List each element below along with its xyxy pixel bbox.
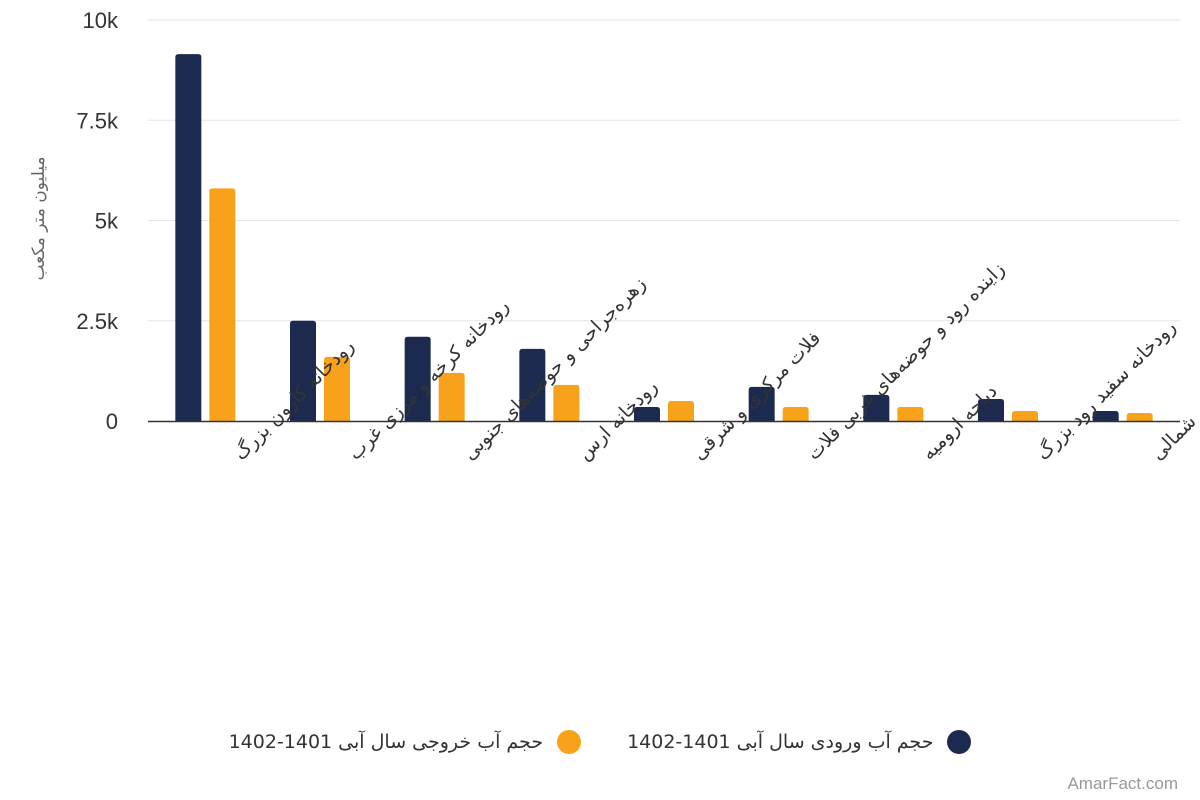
y-tick-label: 0 xyxy=(106,409,118,434)
y-tick-label: 2.5k xyxy=(76,309,119,334)
bar-inflow[interactable] xyxy=(1092,410,1119,421)
bar-outflow[interactable] xyxy=(782,406,809,421)
x-tick-label: زاینده رود و حوضه‌های غربی فلات xyxy=(803,258,1009,464)
bar-outflow[interactable] xyxy=(897,406,924,421)
bar-outflow[interactable] xyxy=(1012,410,1038,421)
x-tick-label: فلات مرکزی و شرقی xyxy=(688,327,825,464)
bar-inflow[interactable] xyxy=(404,336,431,421)
legend: حجم آب ورودی سال آبی 1401-1402 حجم آب خر… xyxy=(0,722,1200,762)
bar-inflow[interactable] xyxy=(863,394,890,421)
bars xyxy=(175,54,1153,422)
credit-text[interactable]: AmarFact.com xyxy=(1067,774,1178,793)
legend-marker-inflow xyxy=(947,730,972,754)
bar-outflow[interactable] xyxy=(438,372,465,421)
legend-label-inflow: حجم آب ورودی سال آبی 1401-1402 xyxy=(627,731,934,753)
bar-inflow[interactable] xyxy=(519,348,546,421)
y-axis: 0 2.5k 5k 7.5k 10k xyxy=(76,8,119,434)
y-tick-label: 7.5k xyxy=(76,108,119,133)
bar-inflow[interactable] xyxy=(175,54,202,422)
y-tick-label: 5k xyxy=(95,209,119,234)
bar-inflow[interactable] xyxy=(634,406,660,421)
bar-inflow[interactable] xyxy=(290,320,316,421)
bar-inflow[interactable] xyxy=(978,398,1004,421)
y-axis-label: میلیون متر مکعب xyxy=(29,156,49,280)
bar-outflow[interactable] xyxy=(324,356,350,421)
legend-item-inflow[interactable]: حجم آب ورودی سال آبی 1401-1402 xyxy=(627,730,972,754)
grid-lines xyxy=(148,19,1180,322)
legend-label-outflow: حجم آب خروجی سال آبی 1401-1402 xyxy=(228,731,544,753)
bar-inflow[interactable] xyxy=(748,386,775,421)
legend-marker-outflow xyxy=(557,730,582,754)
bar-outflow[interactable] xyxy=(209,188,236,421)
bar-outflow[interactable] xyxy=(668,400,694,421)
legend-item-outflow[interactable]: حجم آب خروجی سال آبی 1401-1402 xyxy=(229,730,582,754)
x-tick-label: دیاچه ارومیه xyxy=(917,380,1001,464)
bar-outflow[interactable] xyxy=(553,384,580,421)
bar-outflow[interactable] xyxy=(1126,412,1153,421)
y-tick-label: 10k xyxy=(83,8,119,33)
x-tick-label: زهره‌جراحی و حوضه‌های جنوبی xyxy=(459,273,651,465)
bar-chart: 0 2.5k 5k 7.5k 10k میلیون متر مکعب رودخانه ک… xyxy=(29,8,1200,465)
